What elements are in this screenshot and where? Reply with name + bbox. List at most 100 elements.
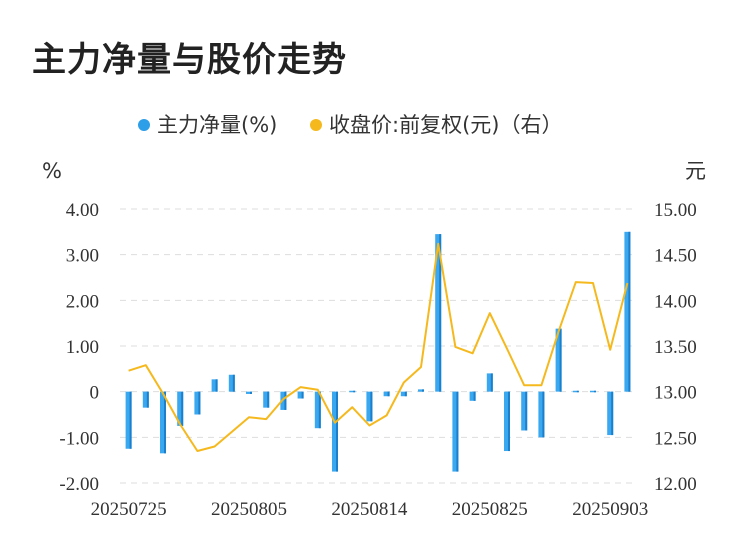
net-volume-bar-edge bbox=[181, 391, 184, 426]
net-volume-bar-edge bbox=[456, 391, 459, 472]
net-volume-bar-body bbox=[246, 391, 252, 394]
x-axis-label: 20250814 bbox=[331, 499, 408, 520]
net-volume-bar-body bbox=[142, 391, 149, 408]
net-volume-bar bbox=[572, 390, 579, 393]
right-tick-label: 14.50 bbox=[654, 246, 697, 267]
net-volume-bar-body bbox=[211, 379, 218, 392]
net-volume-bar bbox=[383, 391, 390, 397]
net-volume-bar bbox=[624, 231, 631, 392]
net-volume-bar-edge bbox=[628, 231, 631, 392]
net-volume-bar-edge bbox=[525, 391, 528, 431]
gridlines bbox=[120, 208, 636, 484]
net-volume-bar bbox=[280, 391, 287, 410]
net-volume-bar-body bbox=[263, 391, 270, 408]
net-volume-bar-edge bbox=[611, 391, 614, 436]
net-volume-bar-body bbox=[504, 391, 510, 452]
net-volume-bar bbox=[194, 391, 201, 415]
net-volume-bar bbox=[349, 390, 356, 393]
net-volume-bar-body bbox=[194, 391, 201, 415]
net-volume-bar bbox=[486, 373, 493, 392]
net-volume-bar-body bbox=[160, 391, 166, 454]
net-volume-bar bbox=[263, 391, 270, 408]
net-volume-bar bbox=[538, 391, 545, 438]
x-axis-label: 20250825 bbox=[452, 499, 528, 520]
net-volume-bar bbox=[607, 391, 614, 436]
net-volume-bar-body bbox=[607, 391, 614, 436]
net-volume-bar bbox=[211, 379, 218, 392]
net-volume-bar-edge bbox=[164, 391, 166, 454]
legend-label-net-volume: 主力净量(%) bbox=[157, 113, 277, 137]
net-volume-bar bbox=[297, 391, 304, 399]
net-volume-bar-edge bbox=[250, 391, 252, 394]
net-volume-bar-body bbox=[314, 391, 321, 429]
net-volume-bar-edge bbox=[542, 391, 545, 438]
net-volume-bar-body bbox=[383, 391, 390, 397]
net-volume-bar bbox=[435, 234, 442, 392]
net-volume-bar-body bbox=[555, 328, 562, 392]
left-tick-label: -2.00 bbox=[59, 474, 99, 495]
net-volume-bar-edge bbox=[232, 374, 235, 392]
net-volume-bar-edge bbox=[284, 391, 287, 410]
left-tick-label: 3.00 bbox=[66, 246, 99, 267]
left-tick-label: 2.00 bbox=[66, 291, 99, 312]
left-tick-label: 4.00 bbox=[66, 200, 99, 221]
net-volume-bar bbox=[177, 391, 184, 426]
legend-label-close-price: 收盘价:前复权(元)（右） bbox=[329, 113, 562, 137]
net-volume-bar-body bbox=[538, 391, 545, 438]
net-volume-bar-edge bbox=[490, 373, 493, 392]
legend-marker-net-volume bbox=[138, 119, 150, 131]
left-tick-label: 0 bbox=[90, 383, 100, 404]
right-tick-label: 14.00 bbox=[654, 291, 697, 312]
net-volume-bar bbox=[314, 391, 321, 429]
net-volume-bar bbox=[521, 391, 528, 431]
net-volume-bar bbox=[125, 391, 132, 449]
net-volume-bar bbox=[590, 390, 596, 393]
net-volume-bar-body bbox=[280, 391, 287, 410]
left-axis-unit: % bbox=[42, 159, 62, 183]
legend-marker-close-price bbox=[310, 119, 322, 131]
net-volume-bar-edge bbox=[146, 391, 149, 408]
x-axis-label: 20250903 bbox=[572, 499, 648, 520]
net-volume-bar-edge bbox=[215, 379, 218, 392]
x-axis-label: 20250725 bbox=[91, 499, 167, 520]
net-volume-bar-edge bbox=[267, 391, 270, 408]
net-volume-bar bbox=[452, 391, 459, 472]
net-volume-bar-edge bbox=[559, 328, 562, 392]
net-volume-bar-body bbox=[469, 391, 476, 401]
net-volume-bar bbox=[469, 391, 476, 401]
net-volume-bar-edge bbox=[439, 234, 442, 392]
net-volume-bar-body bbox=[590, 390, 596, 393]
net-volume-bar-body bbox=[366, 391, 373, 422]
net-volume-bar-body bbox=[418, 389, 424, 392]
net-volume-bar-body bbox=[624, 231, 631, 392]
net-volume-bar-body bbox=[177, 391, 184, 426]
net-volume-bar-body bbox=[400, 391, 407, 397]
net-volume-bars bbox=[125, 231, 631, 472]
right-tick-label: 13.00 bbox=[654, 383, 697, 404]
close-price-polyline bbox=[128, 242, 629, 452]
net-volume-bar bbox=[142, 391, 149, 408]
net-volume-bar bbox=[228, 374, 235, 392]
legend: 主力净量(%) 收盘价:前复权(元)（右） bbox=[138, 113, 562, 137]
net-volume-bar-body bbox=[125, 391, 132, 449]
net-volume-bar-edge bbox=[594, 390, 596, 393]
net-volume-bar-body bbox=[572, 390, 579, 393]
net-volume-bar bbox=[160, 391, 166, 454]
net-volume-bar-edge bbox=[129, 391, 132, 449]
right-axis-ticks: 15.00 14.50 14.00 13.50 13.00 12.50 12.00 bbox=[654, 200, 697, 495]
net-volume-bar-body bbox=[452, 391, 459, 472]
net-volume-bar-edge bbox=[353, 390, 356, 393]
net-volume-bar-edge bbox=[336, 391, 338, 472]
net-volume-bar bbox=[332, 391, 338, 472]
net-volume-bar-edge bbox=[387, 391, 390, 397]
right-axis-unit: 元 bbox=[685, 159, 706, 183]
net-volume-bar-body bbox=[297, 391, 304, 399]
net-volume-bar-edge bbox=[370, 391, 373, 422]
left-tick-label: -1.00 bbox=[59, 428, 99, 449]
net-volume-bar-edge bbox=[404, 391, 407, 397]
net-volume-bar bbox=[366, 391, 373, 422]
net-volume-bar-body bbox=[486, 373, 493, 392]
net-volume-bar-edge bbox=[318, 391, 321, 429]
net-volume-bar-body bbox=[521, 391, 528, 431]
